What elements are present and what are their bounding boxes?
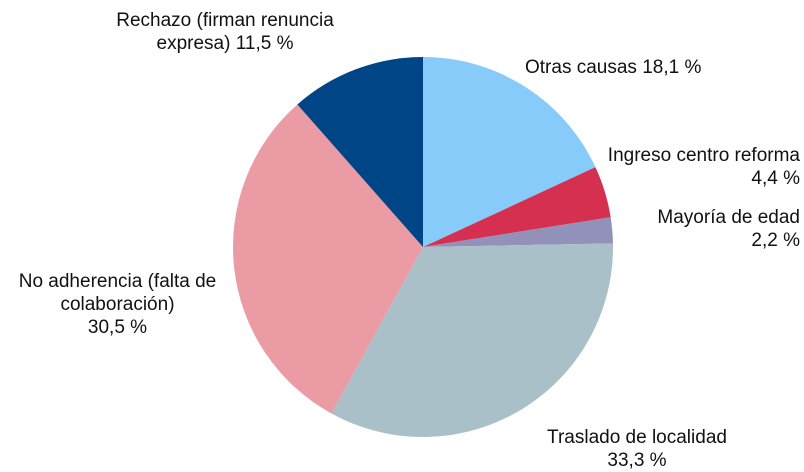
value-label: 33,3 % xyxy=(607,450,667,471)
pie-slice xyxy=(423,217,613,247)
category-label: No adherencia (falta de colaboración) xyxy=(18,271,217,315)
slice-label: Mayoría de edad 2,2 % xyxy=(600,206,800,252)
value-label: 18,1 % xyxy=(642,57,702,78)
category-label: Ingreso centro reforma xyxy=(607,145,800,166)
value-label: 2,2 % xyxy=(751,230,800,251)
pie-slice xyxy=(423,167,611,247)
slice-label: Rechazo (firman renuncia expresa) 11,5 % xyxy=(80,9,370,55)
pie-slice xyxy=(297,57,423,247)
pie-slice xyxy=(331,243,613,437)
category-label: Rechazo (firman renuncia expresa) xyxy=(116,10,334,54)
pie-slice xyxy=(232,104,423,414)
slice-label: Otras causas 18,1 % xyxy=(525,56,795,79)
value-label: 11,5 % xyxy=(235,33,294,54)
pie-slice xyxy=(423,57,596,247)
category-label: Traslado de localidad xyxy=(547,427,727,448)
slice-label: Ingreso centro reforma 4,4 % xyxy=(600,144,800,190)
slice-label: Traslado de localidad 33,3 % xyxy=(517,426,757,472)
value-label: 4,4 % xyxy=(751,168,800,189)
category-label: Otras causas xyxy=(525,57,637,78)
category-label: Mayoría de edad xyxy=(657,207,800,228)
value-label: 30,5 % xyxy=(87,317,148,338)
slice-label: No adherencia (falta de colaboración) 30… xyxy=(5,270,230,339)
